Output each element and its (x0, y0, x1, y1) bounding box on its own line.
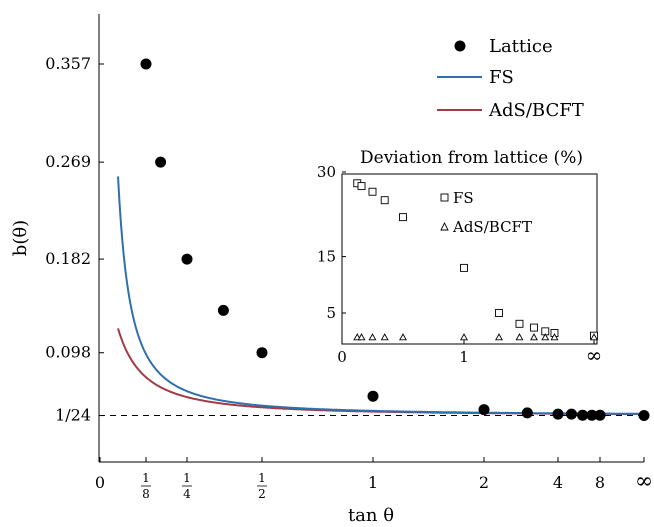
y-tick-label: 1/24 (55, 406, 91, 425)
inset-ads-marker (368, 333, 377, 341)
lattice-point (478, 404, 490, 416)
x-tick-label-numerator: 1 (142, 471, 150, 485)
lattice-point (155, 156, 167, 168)
x-tick-label: 2 (258, 487, 266, 501)
y-axis-title: b(θ) (10, 220, 31, 256)
lattice-point (638, 410, 650, 421)
lattice-point (552, 408, 564, 420)
inset-ads-marker (550, 333, 559, 341)
inset-legend-fs-marker (440, 193, 449, 202)
inset-title: Deviation from lattice (%) (360, 148, 583, 168)
inset-ads-marker (460, 333, 468, 341)
inset-fs-marker (399, 213, 407, 222)
inset-fs-marker (357, 182, 366, 191)
inset-y-tick-label: 15 (317, 248, 336, 266)
x-tick-label: 8 (595, 473, 605, 492)
legend-ads-label: AdS/BCFT (488, 100, 584, 121)
lattice-point (256, 347, 268, 359)
lattice-point (181, 253, 193, 265)
inset-ads-marker (380, 333, 389, 341)
lattice-point (577, 409, 589, 421)
x-tick-label: 4 (553, 473, 563, 492)
lattice-point (367, 390, 379, 402)
x-tick-label-numerator: 1 (183, 471, 191, 485)
x-axis-title: tan θ (348, 505, 394, 526)
inset-ads-marker (530, 333, 538, 341)
lattice-point (521, 407, 533, 419)
inset-ads-marker (541, 333, 550, 341)
x-tick-label: 1 (368, 473, 378, 492)
inset-ads-marker (399, 333, 407, 341)
x-tick-label-numerator: 1 (258, 471, 266, 485)
inset-fs-marker (380, 196, 389, 205)
inset-x-tick-label: ∞ (586, 343, 603, 367)
y-tick-label: 0.182 (45, 249, 91, 268)
legend-lattice-label: Lattice (489, 36, 553, 57)
x-tick-label: 8 (142, 487, 150, 501)
lattice-point (140, 58, 152, 70)
lattice-point (566, 408, 577, 420)
x-tick-label: 2 (479, 473, 489, 492)
inset-legend-ads-marker (440, 221, 449, 231)
inset-ads-marker (515, 333, 524, 341)
legend-fs-label: FS (489, 67, 514, 88)
legend-lattice-marker (454, 40, 466, 52)
inset-y-tick-label: 5 (326, 304, 336, 322)
y-tick-label: 0.098 (45, 343, 91, 362)
inset-fs-marker (530, 323, 538, 332)
inset-fs-marker (495, 309, 503, 317)
x-tick-label: 4 (183, 487, 191, 501)
inset-fs-marker (515, 319, 524, 328)
x-tick-label: ∞ (635, 469, 653, 494)
lattice-point (217, 304, 229, 316)
inset-ads-marker (357, 333, 366, 341)
inset-x-tick-label: 0 (337, 348, 347, 366)
inset-x-tick-label: 1 (459, 348, 469, 366)
inset-fs-marker (368, 187, 377, 196)
inset-legend-fs-label: FS (453, 189, 474, 207)
y-tick-label: 0.269 (45, 152, 91, 171)
inset-legend-ads-label: AdS/BCFT (452, 218, 532, 236)
y-tick-label: 0.357 (45, 54, 91, 73)
inset-fs-marker (460, 263, 468, 272)
inset-ads-marker (590, 333, 598, 341)
x-tick-label: 0 (95, 473, 105, 492)
lattice-point (586, 409, 598, 421)
inset-y-tick-label: 30 (317, 163, 336, 181)
lattice-point (594, 409, 606, 421)
inset-ads-marker (495, 333, 503, 341)
